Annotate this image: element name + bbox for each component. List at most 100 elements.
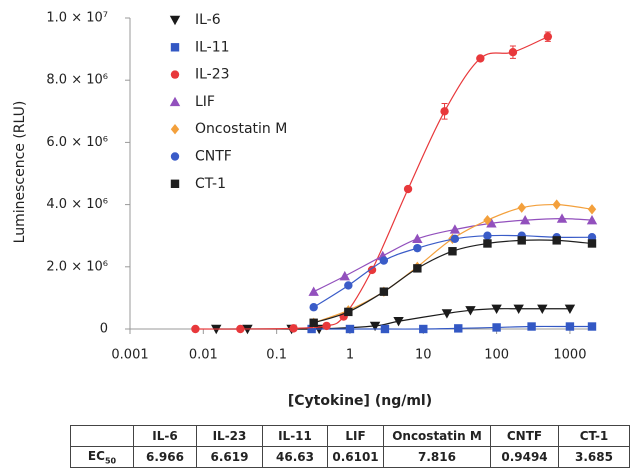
ec50-value: 6.619	[196, 446, 263, 468]
ec50-table: IL-6 IL-23 IL-11 LIF Oncostatin M CNTF CT-1 EC…	[70, 425, 630, 468]
data-point	[380, 324, 390, 334]
legend-label: LIF	[195, 94, 215, 110]
legend-marker	[169, 15, 181, 26]
x-axis-title: [Cytokine] (ng/ml)	[288, 393, 432, 409]
legend-marker	[170, 152, 180, 161]
x-tick-label: 10	[415, 348, 432, 363]
y-tick-label: 6.0 × 10⁶	[46, 135, 108, 150]
legend-marker	[170, 124, 180, 135]
ec50-value: 7.816	[383, 446, 491, 468]
x-tick-label: 1	[346, 348, 354, 363]
x-tick-label: 100	[484, 348, 509, 363]
data-point	[587, 322, 597, 331]
data-point	[465, 306, 476, 316]
legend-marker	[170, 70, 180, 79]
data-point	[517, 236, 526, 245]
y-tick-label: 0	[100, 322, 108, 337]
y-tick-label: 8.0 × 10⁶	[46, 73, 108, 88]
chart: Luminescence (RLU) [Cytokine] (ng/ml) 0 2…	[12, 11, 598, 409]
data-point	[309, 303, 318, 312]
data-point	[322, 321, 331, 331]
data-point	[491, 304, 502, 314]
x-tick-label: 0.001	[111, 348, 148, 363]
row-label-subscript: 50	[104, 456, 117, 466]
data-point	[586, 214, 598, 225]
ec50-value: 46.63	[262, 446, 328, 468]
data-point	[513, 304, 524, 314]
legend-label: IL-11	[195, 39, 230, 55]
data-point	[413, 264, 422, 273]
data-point	[486, 218, 497, 228]
legend-label: IL-23	[195, 67, 230, 83]
data-point	[450, 234, 460, 244]
legend-marker	[170, 43, 180, 52]
x-tick-label: 1000	[553, 348, 586, 363]
legend-label: IL-6	[195, 12, 221, 28]
ec50-value: 0.9494	[490, 446, 559, 468]
fit-curve	[195, 36, 549, 330]
data-point	[309, 318, 318, 327]
data-point	[307, 324, 316, 334]
data-point	[440, 107, 449, 116]
data-point	[587, 239, 597, 248]
fit-curve	[216, 308, 570, 330]
data-point	[483, 239, 492, 248]
data-point	[367, 265, 377, 275]
data-point	[289, 324, 298, 333]
column-header: CNTF	[490, 425, 559, 447]
x-tick-label: 0.1	[266, 348, 287, 363]
data-point	[517, 202, 526, 213]
legend-label: CT-1	[195, 176, 226, 192]
data-point	[419, 324, 428, 334]
header-row: IL-6 IL-23 IL-11 LIF Oncostatin M CNTF CT-1	[70, 425, 630, 447]
y-tick-label: 2.0 × 10⁶	[46, 259, 108, 274]
ec50-value: 6.966	[133, 446, 197, 468]
data-point	[556, 213, 568, 223]
y-tick-label: 4.0 × 10⁶	[46, 197, 108, 212]
x-tick-label: 0.01	[189, 348, 218, 363]
data-point	[339, 270, 350, 281]
column-header: LIF	[327, 425, 384, 447]
data-point	[412, 233, 423, 244]
data-point	[441, 309, 453, 319]
data-point	[543, 32, 553, 41]
data-point	[308, 286, 319, 296]
data-point	[508, 48, 518, 57]
data-point	[403, 184, 413, 194]
data-point	[552, 199, 561, 210]
data-point	[344, 307, 353, 317]
value-row: EC50 6.966 6.619 46.63 0.6101 7.816 0.9494 3.68…	[70, 446, 630, 468]
corner-cell	[70, 425, 134, 447]
legend-marker	[170, 179, 180, 188]
y-axis-title: Luminescence (RLU)	[12, 101, 28, 244]
data-point	[379, 287, 389, 296]
data-point	[564, 304, 576, 314]
data-point	[191, 324, 200, 334]
ec50-value: 0.6101	[327, 446, 384, 468]
data-point	[236, 324, 245, 334]
data-point	[519, 214, 531, 225]
ec50-value: 3.685	[558, 446, 630, 468]
column-header: IL-6	[133, 425, 197, 447]
fit-curve	[313, 234, 593, 308]
data-point	[344, 281, 353, 290]
data-point	[476, 54, 485, 63]
data-point	[552, 236, 561, 245]
column-header: CT-1	[558, 425, 630, 447]
data-point	[527, 322, 536, 331]
data-point	[413, 243, 422, 253]
column-header: IL-23	[196, 425, 263, 447]
data-point	[393, 317, 404, 327]
data-point	[492, 323, 501, 332]
legend-label: Oncostatin M	[195, 121, 287, 137]
column-header: IL-11	[262, 425, 328, 447]
y-tick-label: 1.0 × 10⁷	[46, 11, 108, 26]
data-point	[345, 324, 355, 334]
data-point	[448, 247, 457, 256]
data-point	[483, 214, 492, 226]
data-point	[449, 224, 461, 234]
fit-curve	[313, 203, 593, 324]
data-point	[369, 321, 381, 332]
row-label: EC50	[70, 446, 134, 468]
